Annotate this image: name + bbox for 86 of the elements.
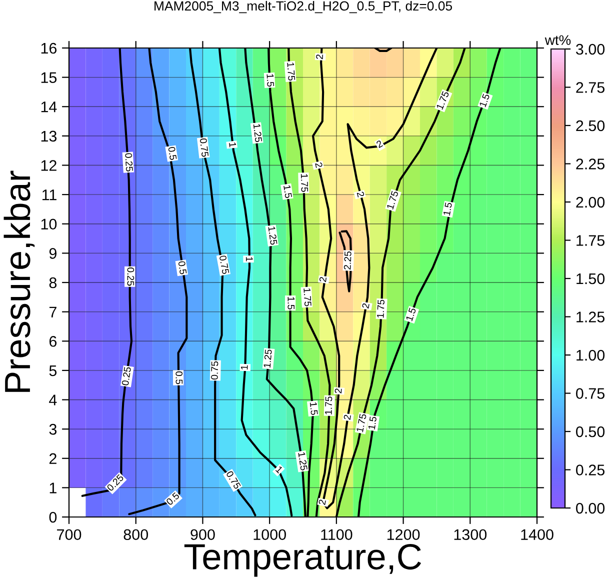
- annotation: 1.75: [325, 396, 332, 414]
- y-axis-title: Pressure,kbar: [4, 170, 35, 392]
- annotation: 1.25: [268, 226, 278, 245]
- color-bar-label: 2.00: [576, 196, 605, 208]
- color-bar-title: wt%: [544, 35, 571, 45]
- y-tick-label: 0: [49, 512, 57, 523]
- y-tick-label: 1: [50, 482, 56, 494]
- x-tick-label: 700: [57, 529, 82, 540]
- annotation: 1.5: [406, 307, 416, 322]
- x-tick-label: 1000: [254, 529, 286, 540]
- annotation: 0.5: [178, 260, 187, 275]
- y-tick-label: 5: [49, 365, 57, 376]
- x-tick-label: 800: [124, 529, 148, 540]
- color-bar-label: 2.75: [576, 82, 605, 93]
- annotation: 2: [334, 388, 342, 394]
- annotation: 1: [229, 142, 236, 148]
- annotation: 2: [318, 499, 326, 506]
- y-tick-label: 14: [41, 102, 57, 112]
- annotation: 2.25: [344, 251, 352, 270]
- y-tick-label: 13: [41, 130, 57, 142]
- color-bar-label: 1.00: [576, 350, 605, 361]
- y-tick-label: 15: [41, 72, 57, 83]
- y-tick-label: 4: [49, 394, 57, 406]
- annotation: 2: [344, 414, 351, 420]
- color-bar-label: 1.75: [576, 235, 605, 246]
- annotation: 1.75: [376, 300, 385, 318]
- annotation: 1.5: [479, 93, 490, 108]
- annotation: 0.75: [200, 138, 209, 157]
- color-bar-label: 1.50: [576, 273, 605, 284]
- x-tick-label: 1100: [321, 529, 352, 540]
- x-tick-label: 1300: [454, 529, 487, 540]
- annotation: 0.5: [176, 371, 183, 384]
- color-bar-label: 0.00: [576, 502, 605, 514]
- annotation: 1.75: [356, 413, 367, 432]
- annotation: 0.25: [122, 366, 132, 386]
- annotation: 1.5: [266, 74, 274, 87]
- chart-title: MAM2005_M3_melt-TiO2.d_H2O_0.5_PT, dz=0.05: [154, 0, 452, 14]
- x-axis-title: Temperature,C: [184, 544, 422, 577]
- y-tick-label: 12: [41, 160, 56, 171]
- y-tick-label: 9: [49, 248, 56, 259]
- annotation: 2: [315, 162, 323, 168]
- annotation: 0.25: [127, 268, 134, 286]
- annotation: 0.75: [210, 361, 218, 380]
- annotation: 1.5: [368, 416, 377, 430]
- y-tick-label: 3: [49, 424, 57, 435]
- annotation: 1.5: [283, 185, 292, 198]
- color-bar-label: 0.25: [576, 464, 605, 476]
- x-tick-label: 1200: [387, 529, 420, 540]
- annotation: 1: [246, 257, 253, 262]
- color-bar-label: 0.50: [576, 426, 605, 438]
- annotation: 1.75: [386, 190, 398, 210]
- x-tick-label: 1400: [521, 529, 554, 540]
- annotation: 0.25: [125, 153, 133, 172]
- annotation: 1.25: [253, 124, 262, 142]
- annotation: 0.5: [166, 492, 180, 506]
- annotation: 1.5: [310, 402, 318, 416]
- y-tick-label: 2: [49, 453, 56, 464]
- annotation: 1.5: [288, 297, 294, 310]
- annotation: 1.5: [443, 202, 452, 216]
- x-tick-label: 900: [190, 529, 215, 540]
- annotation: 1.75: [287, 62, 296, 81]
- annotation: 0.25: [106, 474, 124, 492]
- annotation: 0.5: [168, 146, 177, 160]
- annotation: 2: [362, 303, 370, 309]
- annotation: 2: [356, 191, 365, 198]
- annotation: 1.75: [300, 174, 308, 192]
- y-tick-label: 10: [41, 218, 57, 230]
- color-bar-label: 2.50: [576, 120, 605, 132]
- color-bar-label: 3.00: [576, 44, 605, 55]
- color-bar-label: 2.25: [576, 158, 605, 170]
- color-bar-label: 0.75: [576, 388, 605, 399]
- annotation: 1: [240, 365, 248, 370]
- annotation: 0.75: [219, 255, 230, 274]
- y-tick-label: 16: [41, 42, 57, 54]
- color-bar-label: 1.25: [576, 312, 605, 322]
- y-tick-label: 8: [49, 277, 57, 288]
- annotation: 1.25: [264, 349, 272, 368]
- annotation: 2: [319, 276, 327, 282]
- y-tick-label: 11: [42, 190, 56, 200]
- annotation: 2: [316, 54, 323, 60]
- annotation: 1: [275, 466, 284, 474]
- annotation: 1.75: [304, 288, 312, 306]
- annotation: 2: [376, 140, 384, 148]
- annotation: 1.75: [436, 90, 450, 110]
- y-tick-label: 7: [49, 306, 56, 318]
- y-tick-label: 6: [49, 336, 57, 347]
